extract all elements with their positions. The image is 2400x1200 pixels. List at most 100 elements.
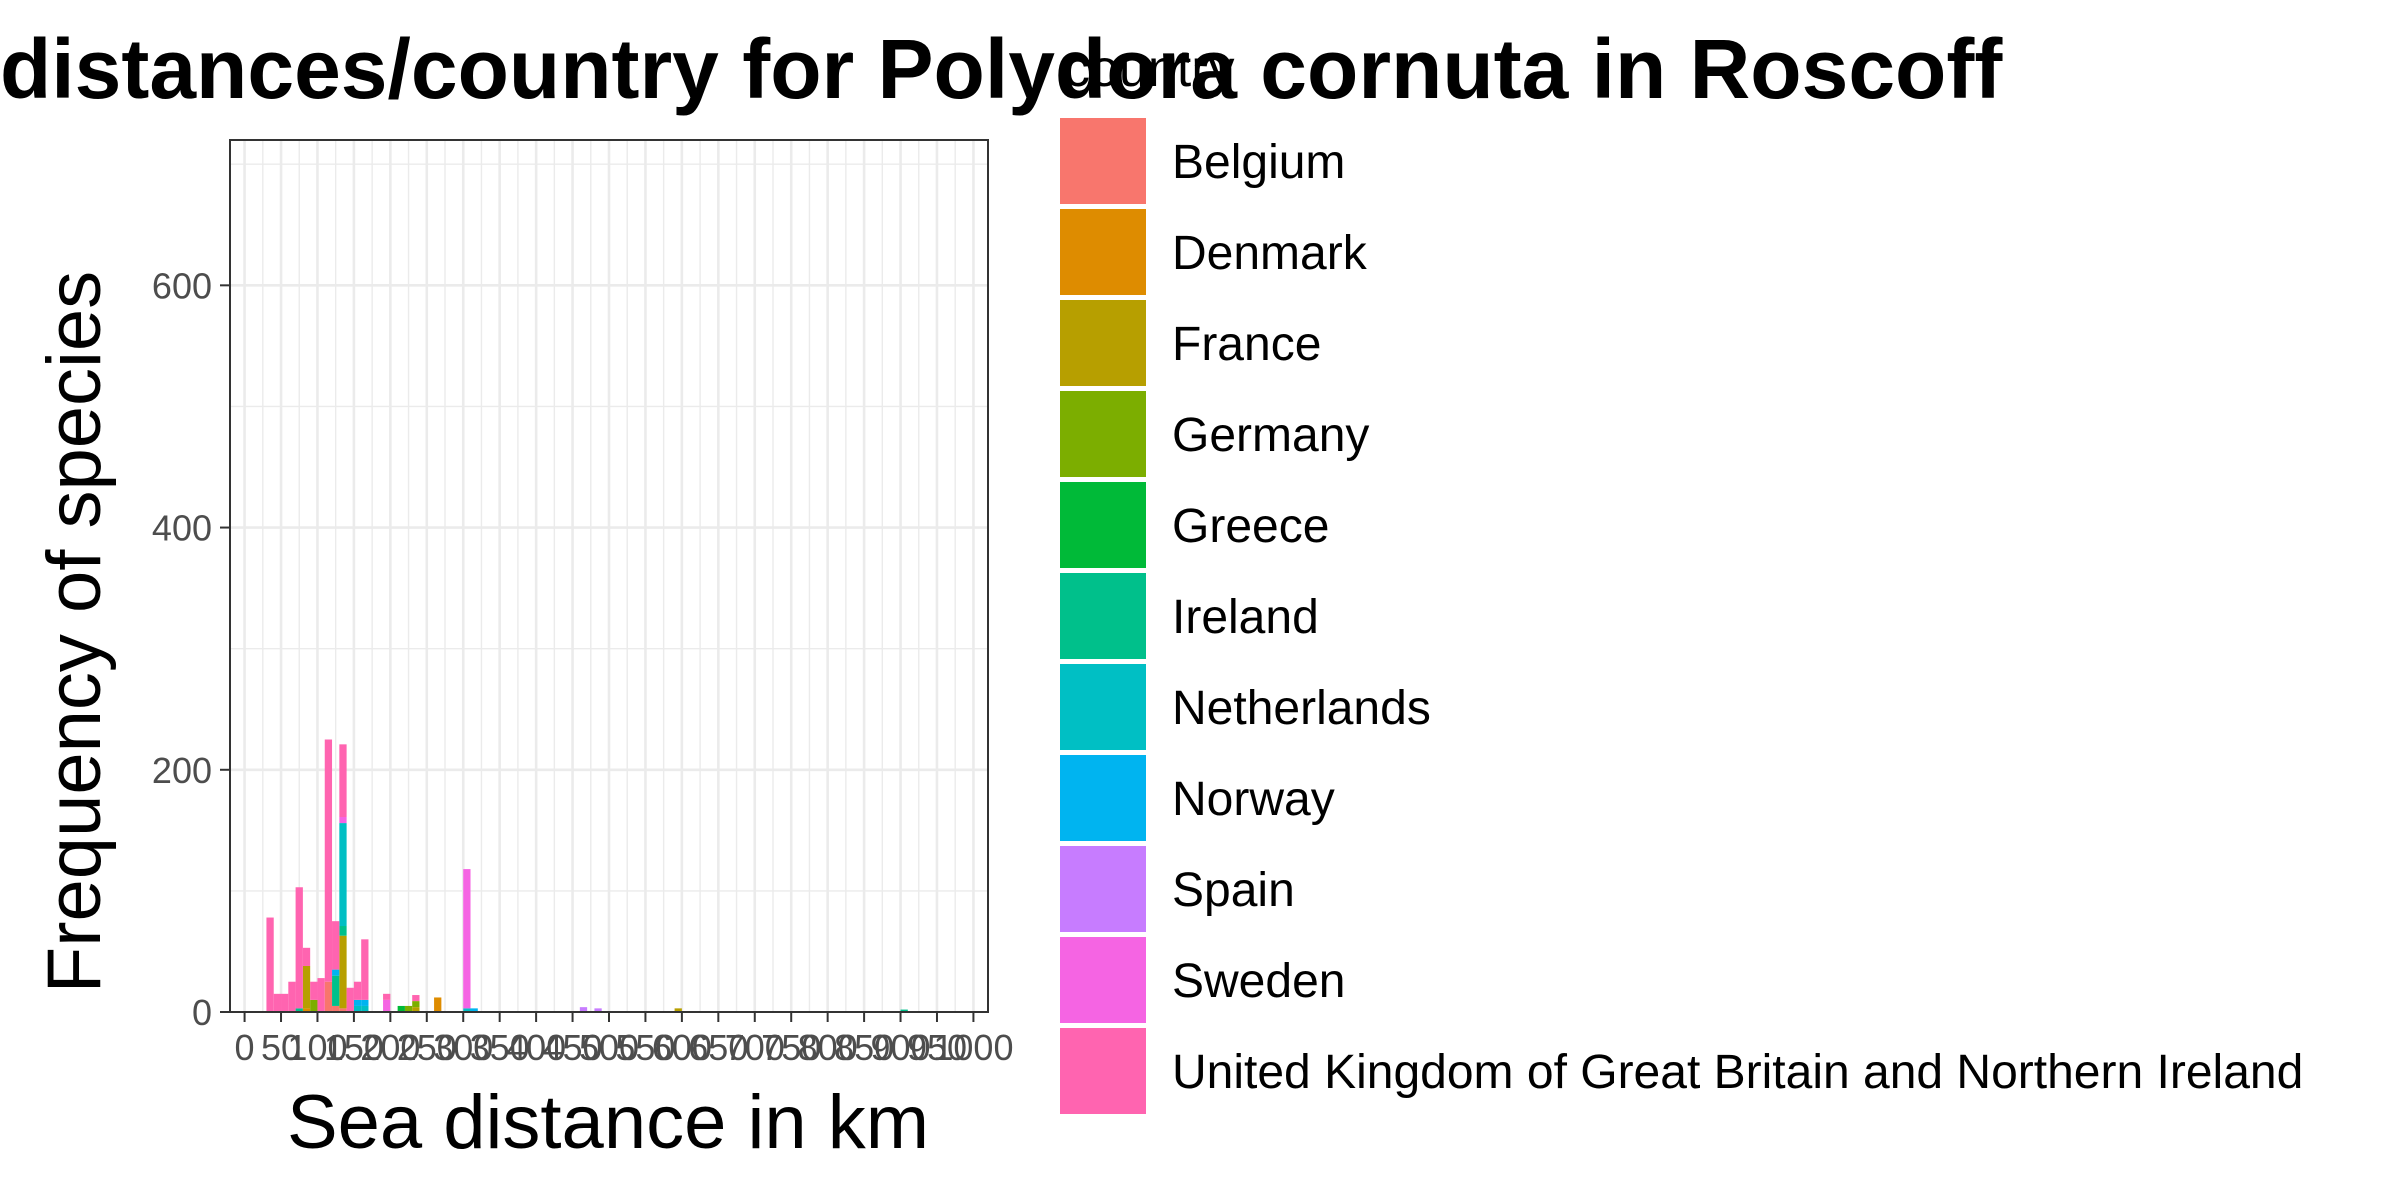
x-tick-label: 250 bbox=[397, 1027, 457, 1068]
bar-segment bbox=[288, 981, 296, 1012]
x-tick-label: 450 bbox=[543, 1027, 603, 1068]
bar-segment bbox=[463, 1008, 471, 1012]
bar-segment bbox=[470, 1008, 478, 1012]
bar-segment bbox=[353, 1005, 362, 1012]
x-tick-label: 1000 bbox=[933, 1027, 1013, 1068]
bar-segment bbox=[310, 981, 318, 1000]
bar-segment bbox=[674, 1008, 682, 1012]
bar-segment bbox=[412, 1007, 420, 1012]
bar-segment bbox=[339, 744, 347, 818]
x-tick-label: 600 bbox=[652, 1027, 712, 1068]
bar-segment bbox=[324, 739, 333, 982]
x-tick-label: 0 bbox=[235, 1027, 255, 1068]
bar-segment bbox=[579, 1007, 588, 1012]
bar-segment bbox=[339, 823, 347, 927]
x-tick-label: 900 bbox=[870, 1027, 930, 1068]
bars bbox=[266, 739, 908, 1012]
y-axis-title: Frequency of species bbox=[32, 271, 117, 993]
bar-segment bbox=[383, 999, 391, 1012]
bar-segment bbox=[353, 999, 362, 1006]
legend-label: Germany bbox=[1172, 409, 1369, 462]
grid bbox=[230, 140, 988, 1012]
bar-segment bbox=[361, 999, 369, 1006]
bar-segment bbox=[332, 975, 340, 1006]
bar-segment bbox=[412, 1001, 420, 1008]
x-tick-label: 350 bbox=[470, 1027, 530, 1068]
legend-label: Sweden bbox=[1172, 955, 1345, 1008]
bar-segment bbox=[324, 981, 333, 1012]
bar-segment bbox=[339, 926, 347, 936]
bar-segment bbox=[361, 939, 369, 1000]
bar-segment bbox=[273, 993, 282, 1012]
bar-segment bbox=[463, 869, 471, 1009]
bar-segment bbox=[404, 1005, 413, 1012]
bar-segment bbox=[594, 1008, 602, 1012]
bar-segment bbox=[353, 981, 362, 1000]
legend-key bbox=[1060, 573, 1146, 659]
x-tick-label: 200 bbox=[360, 1027, 420, 1068]
x-tick-label: 300 bbox=[433, 1027, 493, 1068]
legend-key bbox=[1060, 1028, 1146, 1114]
x-tick-label: 50 bbox=[261, 1027, 301, 1068]
bar-segment bbox=[434, 997, 442, 1012]
x-tick-label: 500 bbox=[579, 1027, 639, 1068]
bar-segment bbox=[332, 921, 340, 970]
bar-segment bbox=[302, 947, 311, 966]
x-tick-label: 100 bbox=[287, 1027, 347, 1068]
legend-label: United Kingdom of Great Britain and Nort… bbox=[1172, 1046, 2303, 1099]
legend-key bbox=[1060, 209, 1146, 295]
bar-segment bbox=[346, 987, 354, 1012]
bar-segment bbox=[339, 1008, 347, 1012]
y-tick-label: 200 bbox=[152, 750, 212, 791]
legend-label: Ireland bbox=[1172, 591, 1319, 644]
x-tick-label: 800 bbox=[798, 1027, 858, 1068]
legend-key bbox=[1060, 937, 1146, 1023]
y-tick-label: 600 bbox=[152, 265, 212, 306]
legend-label: Belgium bbox=[1172, 136, 1345, 189]
bar-segment bbox=[302, 1008, 311, 1012]
legend-title: country bbox=[1064, 40, 1235, 98]
legend-label: Spain bbox=[1172, 864, 1295, 917]
x-tick-label: 850 bbox=[834, 1027, 894, 1068]
bar-segment bbox=[339, 817, 347, 824]
bar-segment bbox=[412, 995, 420, 1002]
bar-segment bbox=[361, 1005, 369, 1012]
legend-label: France bbox=[1172, 318, 1321, 371]
x-tick-label: 750 bbox=[761, 1027, 821, 1068]
legend-key bbox=[1060, 118, 1146, 204]
bar-segment bbox=[266, 917, 274, 1012]
bar-segment bbox=[332, 969, 340, 976]
legend-key bbox=[1060, 846, 1146, 932]
bar-segment bbox=[383, 993, 391, 1000]
x-tick-label: 150 bbox=[324, 1027, 384, 1068]
legend-label: Netherlands bbox=[1172, 682, 1431, 735]
y-tick-label: 400 bbox=[152, 508, 212, 549]
legend-key bbox=[1060, 391, 1146, 477]
x-axis-title: Sea distance in km bbox=[287, 1080, 929, 1165]
legend: country Belgium Denmark France Germany Greece… bbox=[1060, 40, 2303, 1114]
x-tick-label: 550 bbox=[615, 1027, 675, 1068]
legend-key bbox=[1060, 664, 1146, 750]
bar-segment bbox=[295, 1008, 303, 1012]
bar-segment bbox=[339, 935, 347, 1009]
legend-label: Norway bbox=[1172, 773, 1335, 826]
x-tick-label: 700 bbox=[725, 1027, 785, 1068]
bar-segment bbox=[295, 887, 303, 1009]
legend-key bbox=[1060, 300, 1146, 386]
y-tick-label: 0 bbox=[192, 992, 212, 1033]
bar-segment bbox=[397, 1005, 405, 1012]
x-tick-label: 650 bbox=[688, 1027, 748, 1068]
bar-segment bbox=[317, 978, 325, 1012]
x-tick-label: 400 bbox=[506, 1027, 566, 1068]
bar-segment bbox=[281, 993, 289, 1012]
chart-title: distances/country for Polydora cornuta i… bbox=[0, 22, 2003, 116]
bar-segment bbox=[310, 999, 318, 1012]
x-tick-label: 950 bbox=[907, 1027, 967, 1068]
legend-label: Greece bbox=[1172, 500, 1329, 553]
legend-key bbox=[1060, 482, 1146, 568]
legend-label: Denmark bbox=[1172, 227, 1368, 280]
bar-segment bbox=[332, 1005, 340, 1012]
bar-segment bbox=[900, 1009, 908, 1012]
